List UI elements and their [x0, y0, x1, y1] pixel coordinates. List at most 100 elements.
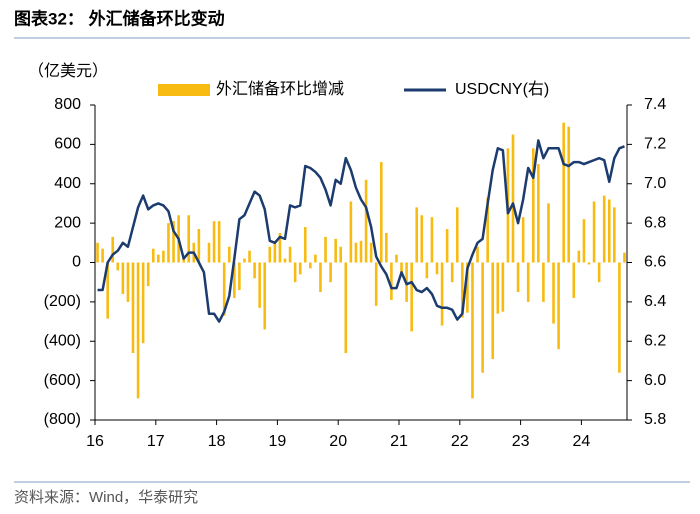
- bar: [172, 221, 175, 263]
- x-tick-label: 23: [512, 433, 530, 450]
- y-tick-label: (600): [44, 372, 81, 389]
- bar: [587, 262, 591, 265]
- bar: [607, 199, 611, 263]
- bar: [293, 262, 297, 283]
- y2-tick-label: 7.4: [644, 96, 666, 113]
- bar: [572, 262, 576, 298]
- y2-tick-label: 6.0: [644, 372, 666, 389]
- bar: [116, 262, 120, 271]
- bar: [491, 262, 495, 359]
- bar: [238, 262, 241, 291]
- x-tick-label: 16: [86, 433, 104, 450]
- bar: [258, 262, 261, 308]
- x-tick-label: 19: [269, 433, 287, 450]
- bar: [379, 162, 383, 263]
- bar: [334, 238, 337, 263]
- bar: [369, 242, 373, 263]
- bar: [501, 262, 505, 312]
- bar: [450, 262, 454, 283]
- bar: [303, 227, 307, 263]
- bar: [151, 248, 155, 263]
- bar: [602, 195, 606, 263]
- source: 资料来源：Wind，华泰研究: [14, 489, 198, 506]
- y2-tick-label: 5.8: [644, 411, 666, 428]
- bar: [283, 258, 287, 263]
- bar: [542, 262, 545, 302]
- bar: [187, 215, 191, 263]
- bar: [364, 179, 368, 263]
- bar: [582, 219, 586, 263]
- bar: [455, 207, 459, 263]
- bar: [390, 262, 393, 300]
- bar: [263, 262, 267, 330]
- bar: [298, 262, 302, 275]
- y-tick-label: 800: [54, 96, 81, 113]
- bar: [222, 262, 226, 316]
- bar: [445, 229, 449, 263]
- bar: [440, 262, 444, 326]
- bar: [278, 232, 282, 263]
- bar: [319, 262, 322, 293]
- bar: [314, 254, 317, 263]
- bar: [461, 262, 464, 318]
- bar: [471, 262, 474, 399]
- y-tick-label: 600: [54, 136, 81, 153]
- y-tick-label: 400: [54, 175, 81, 192]
- bar: [126, 262, 130, 302]
- bar: [400, 262, 403, 275]
- y-tick-label: 200: [54, 214, 81, 231]
- bar: [597, 262, 601, 283]
- bar: [613, 207, 616, 263]
- bar: [227, 246, 231, 263]
- bar: [592, 201, 596, 263]
- x-tick-label: 24: [573, 433, 591, 450]
- bar: [567, 126, 571, 263]
- bar: [157, 254, 160, 263]
- bar: [121, 262, 125, 294]
- legend-label: 外汇储备环比增减: [216, 80, 344, 98]
- bar: [273, 240, 277, 263]
- chart-title: 图表32： 外汇储备环比变动: [14, 8, 225, 28]
- bar: [420, 215, 424, 263]
- bar: [547, 203, 550, 263]
- bar: [374, 262, 378, 306]
- bar: [111, 236, 115, 263]
- x-tick-label: 22: [451, 433, 469, 450]
- bar: [537, 164, 540, 263]
- y2-tick-label: 6.4: [644, 293, 666, 310]
- bar: [385, 232, 388, 263]
- bar: [207, 242, 211, 263]
- bar: [516, 262, 520, 293]
- x-tick-label: 20: [329, 433, 347, 450]
- y-axis-label: （亿美元）: [28, 62, 108, 80]
- bar: [197, 229, 201, 263]
- bar: [141, 262, 145, 344]
- bar: [466, 262, 469, 313]
- bar: [481, 262, 484, 373]
- bar: [248, 250, 251, 263]
- bar: [146, 262, 150, 287]
- line: [97, 139, 625, 323]
- bar: [577, 250, 581, 263]
- x-tick-label: 18: [208, 433, 226, 450]
- bar: [359, 240, 363, 263]
- bar: [496, 262, 500, 314]
- x-tick-label: 17: [147, 433, 165, 450]
- bar: [511, 134, 515, 263]
- bar: [167, 223, 170, 263]
- y2-tick-label: 6.8: [644, 214, 666, 231]
- bar: [329, 262, 332, 283]
- bar: [217, 221, 221, 263]
- bar: [526, 262, 530, 302]
- bar: [96, 242, 99, 263]
- bar: [486, 197, 489, 263]
- y2-tick-label: 6.2: [644, 332, 666, 349]
- bar: [136, 262, 140, 399]
- bar: [425, 262, 429, 279]
- bar: [101, 248, 104, 263]
- x-tick-label: 21: [390, 433, 408, 450]
- bar: [162, 250, 165, 263]
- bar: [562, 122, 565, 263]
- bar: [106, 262, 109, 319]
